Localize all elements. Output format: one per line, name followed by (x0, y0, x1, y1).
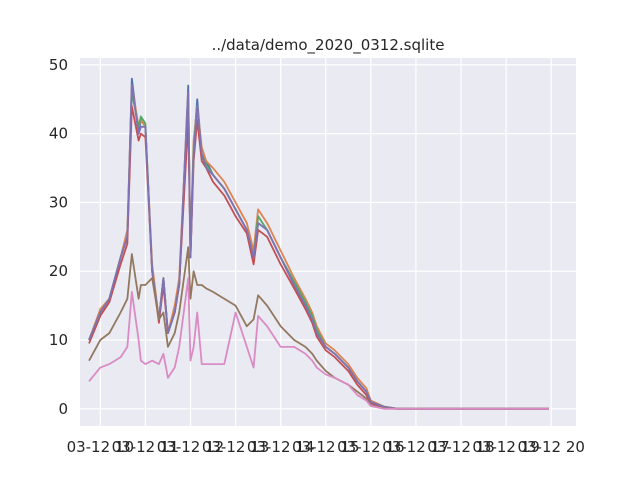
series-line-5 (88, 84, 549, 410)
x-tick-label: 03-12 12 (157, 438, 224, 456)
x-tick-label: 03-12 15 (292, 438, 359, 456)
x-tick-label: 03-12 19 (472, 438, 539, 456)
x-tick-label: 03-12 18 (427, 438, 494, 456)
x-tick-label: 03-12 16 (337, 438, 404, 456)
series-line-7 (88, 277, 549, 410)
y-tick-label: 10 (49, 331, 68, 349)
x-tick-label: 03-12 10 (67, 438, 134, 456)
y-tick-label: 50 (49, 56, 68, 74)
y-tick-label: 0 (58, 400, 68, 418)
y-tick-label: 20 (49, 262, 68, 280)
plot-background (80, 58, 576, 426)
x-tick-label: 03-12 13 (202, 438, 269, 456)
x-tick-label: 03-12 20 (517, 438, 584, 456)
chart-title: ../data/demo_2020_0312.sqlite (212, 36, 445, 55)
series-group (88, 77, 549, 410)
x-tick-label: 03-12 11 (112, 438, 179, 456)
y-tick-label: 30 (49, 193, 68, 211)
x-tick-label: 03-12 14 (247, 438, 314, 456)
grid (80, 58, 576, 426)
x-tick-label: 03-12 17 (382, 438, 449, 456)
y-tick-label: 40 (49, 125, 68, 143)
y-axis-ticks: 0 10 20 30 40 50 (49, 56, 68, 418)
